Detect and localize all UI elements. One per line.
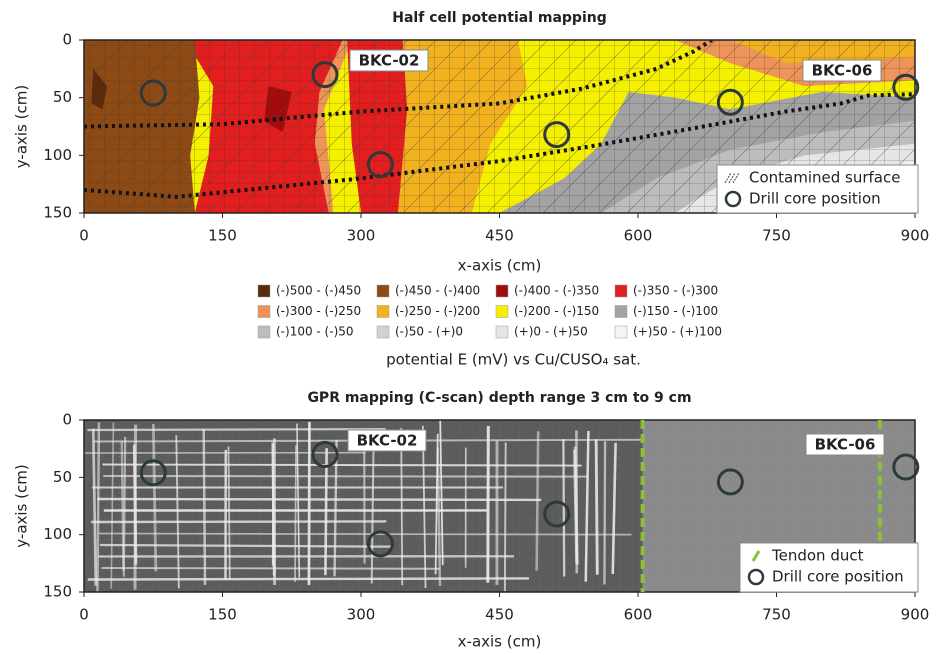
legend-label: Tendon duct [771, 547, 864, 565]
y-tick-label: 100 [43, 525, 72, 543]
y-tick-label: 150 [43, 204, 72, 222]
x-tick-label: 450 [485, 227, 514, 245]
x-tick-label: 0 [79, 227, 89, 245]
y-tick-label: 50 [53, 88, 72, 106]
colorbar-swatch [615, 306, 627, 318]
legend-label: Drill core position [772, 568, 904, 586]
y-axis-label: y-axis (cm) [13, 464, 31, 547]
x-tick-label: 900 [901, 606, 930, 624]
x-axis-label: x-axis (cm) [458, 257, 542, 275]
y-tick-label: 0 [62, 411, 72, 429]
colorbar-label: (-)350 - (-)300 [633, 284, 718, 298]
colorbar-swatch [496, 285, 508, 297]
colorbar-swatch [496, 306, 508, 318]
annotation: BKC-06 [812, 62, 873, 80]
annotation: BKC-06 [815, 436, 876, 454]
colorbar-label: (-)500 - (-)450 [276, 284, 361, 298]
legend-label: Drill core position [749, 190, 881, 208]
x-tick-label: 600 [624, 606, 653, 624]
colorbar-swatch [377, 285, 389, 297]
colorbar-swatch [615, 326, 627, 338]
y-tick-label: 100 [43, 146, 72, 164]
colorbar-swatch [377, 306, 389, 318]
colorbar-label: (+)50 - (+)100 [633, 325, 722, 339]
x-tick-label: 750 [762, 606, 791, 624]
colorbar-swatch [258, 285, 270, 297]
x-tick-label: 0 [79, 606, 89, 624]
colorbar-label: (-)450 - (-)400 [395, 284, 480, 298]
colorbar-swatch [496, 326, 508, 338]
colorbar-label: (-)250 - (-)200 [395, 304, 480, 318]
x-tick-label: 750 [762, 227, 791, 245]
annotation: BKC-02 [359, 52, 420, 70]
colorbar-swatch [258, 326, 270, 338]
figure: Half cell potential mapping 0 150 300 450 600… [0, 0, 940, 655]
colorbar-swatch [615, 285, 627, 297]
colorbar-label: (-)400 - (-)350 [514, 284, 599, 298]
colorbar-label: (-)50 - (+)0 [395, 325, 463, 339]
chart-title: GPR mapping (C-scan) depth range 3 cm to… [307, 390, 691, 406]
colorbar-label: (-)100 - (-)50 [276, 325, 354, 339]
x-tick-label: 600 [624, 227, 653, 245]
x-tick-label: 300 [347, 606, 376, 624]
x-tick-label: 450 [485, 606, 514, 624]
colorbar-label: (-)200 - (-)150 [514, 304, 599, 318]
colorbar-swatch [258, 306, 270, 318]
x-tick-label: 150 [208, 606, 237, 624]
x-tick-label: 900 [901, 227, 930, 245]
colorbar-label: (+)0 - (+)50 [514, 325, 588, 339]
chart-title: Half cell potential mapping [392, 10, 606, 26]
y-tick-label: 50 [53, 468, 72, 486]
legend-label: Contamined surface [749, 169, 900, 187]
x-tick-label: 300 [347, 227, 376, 245]
annotation: BKC-02 [357, 432, 418, 450]
x-axis-label: x-axis (cm) [458, 633, 542, 651]
colorbar-swatch [377, 326, 389, 338]
y-axis-label: y-axis (cm) [13, 85, 31, 168]
colorbar-label: (-)150 - (-)100 [633, 304, 718, 318]
y-tick-label: 0 [62, 31, 72, 49]
x-tick-label: 150 [208, 227, 237, 245]
colorbar-label: (-)300 - (-)250 [276, 304, 361, 318]
y-tick-label: 150 [43, 583, 72, 601]
colorbar-title: potential E (mV) vs Cu/CUSO₄ sat. [386, 351, 641, 369]
